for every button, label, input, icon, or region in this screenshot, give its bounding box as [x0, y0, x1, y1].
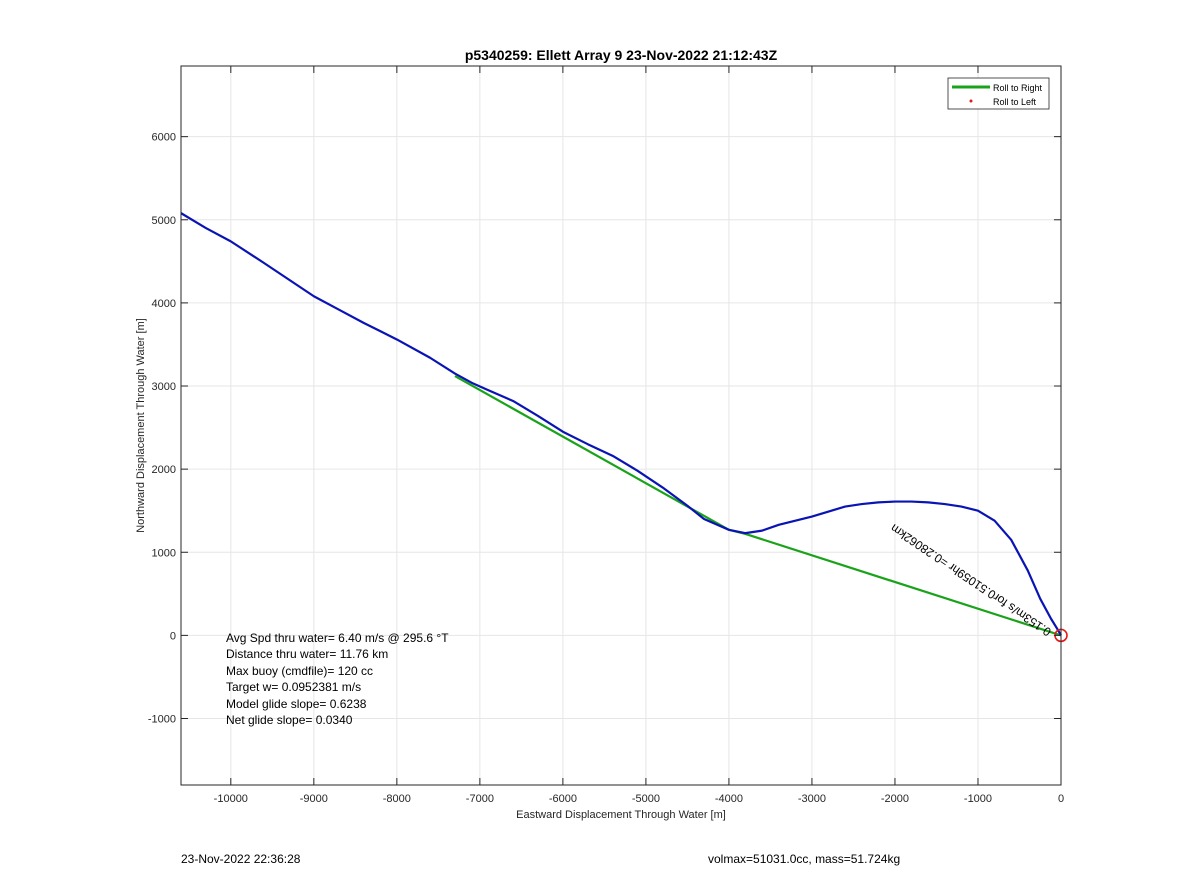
stats-annotation: Avg Spd thru water= 6.40 m/s @ 295.6 °T … [226, 631, 449, 727]
x-tick-label: -1000 [964, 793, 992, 805]
x-tick-label: -2000 [881, 793, 909, 805]
legend-roll-left-label: Roll to Left [993, 97, 1037, 107]
stat-model-glide-slope: Model glide slope= 0.6238 [226, 697, 367, 711]
y-axis-label: Northward Displacement Through Water [m] [135, 318, 147, 533]
axes-box [180, 65, 1062, 786]
legend: Roll to Right Roll to Left [947, 77, 1050, 110]
chart-title: p5340259: Ellett Array 9 23-Nov-2022 21:… [465, 47, 778, 63]
legend-roll-right-label: Roll to Right [993, 83, 1043, 93]
x-tick-label: 0 [1058, 793, 1064, 805]
y-tick-label: 5000 [152, 215, 176, 227]
stat-avg-speed: Avg Spd thru water= 6.40 m/s @ 295.6 °T [226, 631, 449, 645]
current-vector-label: 0.153m/s for0.51059hr =0.28062km [888, 521, 1054, 639]
ticks: -10000 -9000 -8000 -7000 -6000 -5000 -4000 -300… [148, 66, 1064, 805]
y-tick-label: 0 [170, 630, 176, 642]
footer-volmax-mass: volmax=51031.0cc, mass=51.724kg [708, 852, 901, 866]
x-tick-label: -7000 [466, 793, 494, 805]
x-tick-label: -3000 [798, 793, 826, 805]
y-tick-label: 1000 [152, 547, 176, 559]
x-axis-label: Eastward Displacement Through Water [m] [516, 809, 726, 821]
x-tick-label: -5000 [632, 793, 660, 805]
stat-max-buoy: Max buoy (cmdfile)= 120 cc [226, 664, 373, 678]
footer-timestamp: 23-Nov-2022 22:36:28 [181, 852, 301, 866]
x-tick-label: -9000 [300, 793, 328, 805]
series-track-line [180, 212, 1062, 636]
x-tick-label: -4000 [715, 793, 743, 805]
y-tick-label: 6000 [152, 132, 176, 144]
y-tick-label: 2000 [152, 464, 176, 476]
y-tick-label: 4000 [152, 298, 176, 310]
stat-target-w: Target w= 0.0952381 m/s [226, 680, 361, 694]
x-tick-label: -10000 [214, 793, 248, 805]
stat-distance: Distance thru water= 11.76 km [226, 647, 388, 661]
x-tick-label: -6000 [549, 793, 577, 805]
y-tick-label: -1000 [148, 714, 176, 726]
series-roll-to-right-line [454, 375, 1062, 637]
legend-box [947, 77, 1050, 110]
legend-roll-left-swatch [969, 99, 973, 103]
y-tick-label: 3000 [152, 381, 176, 393]
stat-net-glide-slope: Net glide slope= 0.0340 [226, 713, 353, 727]
x-tick-label: -8000 [383, 793, 411, 805]
